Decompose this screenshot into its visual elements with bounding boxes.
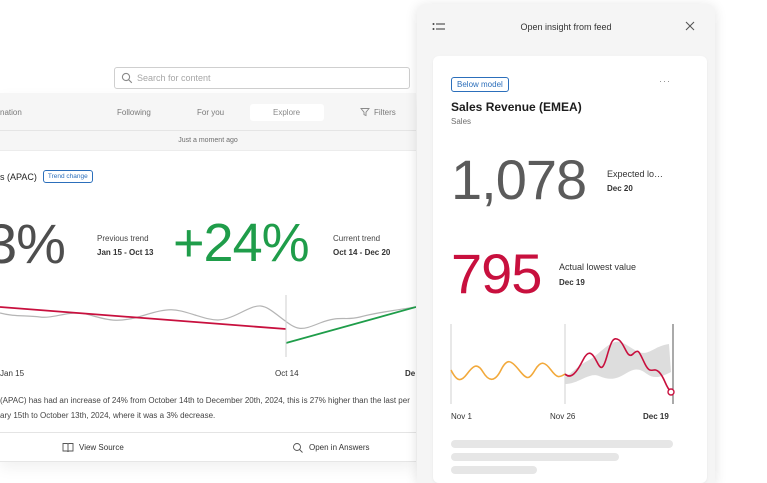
expected-value: 1,078 <box>451 148 587 211</box>
actual-value: 795 <box>451 242 542 305</box>
close-icon[interactable] <box>684 20 696 32</box>
actual-value-date: Dec 19 <box>559 278 585 287</box>
list-menu-icon[interactable] <box>432 21 446 33</box>
expected-band <box>565 341 671 384</box>
axis-label-end: De <box>405 369 416 378</box>
search-icon <box>121 72 133 84</box>
summary-line-1: (APAC) has had an increase of 24% from O… <box>0 396 410 405</box>
axis-label-nov-1: Nov 1 <box>451 412 472 421</box>
current-trend-line <box>285 306 416 344</box>
current-trend-dates: Oct 14 - Dec 20 <box>333 248 391 257</box>
tab-explore[interactable]: Explore <box>273 108 301 117</box>
insight-title-text: s (APAC) <box>0 171 37 182</box>
search-input[interactable]: Search for content <box>114 67 410 89</box>
filters-label: Filters <box>374 107 396 117</box>
actual-series-line <box>564 338 672 393</box>
current-trend-label: Current trend <box>333 234 381 243</box>
insight-actions: View Source Open in Answers <box>0 432 416 462</box>
insight-summary: (APAC) has had an increase of 24% from O… <box>0 393 416 423</box>
axis-label-start: Jan 15 <box>0 369 25 378</box>
filters-button[interactable]: Filters <box>360 107 396 117</box>
lowest-value-point <box>667 388 675 396</box>
expected-value-date: Dec 20 <box>607 184 633 193</box>
card-subtitle: Sales <box>451 117 472 126</box>
history-series-line <box>450 360 566 381</box>
search-placeholder: Search for content <box>137 73 211 83</box>
axis-label-split: Oct 14 <box>275 369 299 378</box>
tab-for-you[interactable]: For you <box>197 108 225 117</box>
below-model-badge: Below model <box>451 77 509 92</box>
previous-trend-value: 3% <box>0 212 66 275</box>
insight-card: Below model ··· Sales Revenue (EMEA) Sal… <box>433 56 707 483</box>
search-sparkle-icon <box>293 443 303 453</box>
open-in-answers-label: Open in Answers <box>309 443 370 452</box>
view-source-button[interactable]: View Source <box>62 442 124 453</box>
actual-value-label: Actual lowest value <box>559 262 637 272</box>
axis-label-nov-26: Nov 26 <box>550 412 576 421</box>
loading-skeleton-line <box>451 440 673 448</box>
view-source-label: View Source <box>79 443 124 452</box>
insight-feed: nation Following For you Explore Filters… <box>0 93 416 462</box>
summary-line-2: ary 15th to October 13th, 2024, where it… <box>0 411 216 420</box>
more-options-button[interactable]: ··· <box>659 76 671 86</box>
insight-title: s (APAC) Trend change <box>0 170 93 183</box>
trend-chart <box>0 295 416 357</box>
expected-value-label: Expected lo… <box>607 169 664 179</box>
previous-trend-line <box>0 306 287 330</box>
nav-item-left[interactable]: nation <box>0 108 22 117</box>
anomaly-chart <box>450 324 675 404</box>
loading-skeleton-line <box>451 453 619 461</box>
trend-change-badge: Trend change <box>42 170 93 183</box>
tab-explore-active-bg <box>250 104 324 121</box>
previous-trend-dates: Jan 15 - Oct 13 <box>97 248 154 257</box>
feed-tab-bar: nation Following For you Explore Filters <box>0 93 416 131</box>
feed-timestamp: Just a moment ago <box>0 131 416 151</box>
tab-following[interactable]: Following <box>117 108 151 117</box>
card-title: Sales Revenue (EMEA) <box>451 100 582 114</box>
filter-icon <box>360 108 370 117</box>
insight-side-panel: Open insight from feed Below model ··· S… <box>417 4 715 483</box>
book-icon <box>62 443 74 453</box>
open-in-answers-button[interactable]: Open in Answers <box>292 442 369 453</box>
previous-trend-label: Previous trend <box>97 234 149 243</box>
axis-label-dec-19: Dec 19 <box>643 412 669 421</box>
current-trend-value: +24% <box>173 213 310 273</box>
panel-title: Open insight from feed <box>520 22 612 32</box>
loading-skeleton-line <box>451 466 537 474</box>
trend-series-line <box>0 305 416 329</box>
